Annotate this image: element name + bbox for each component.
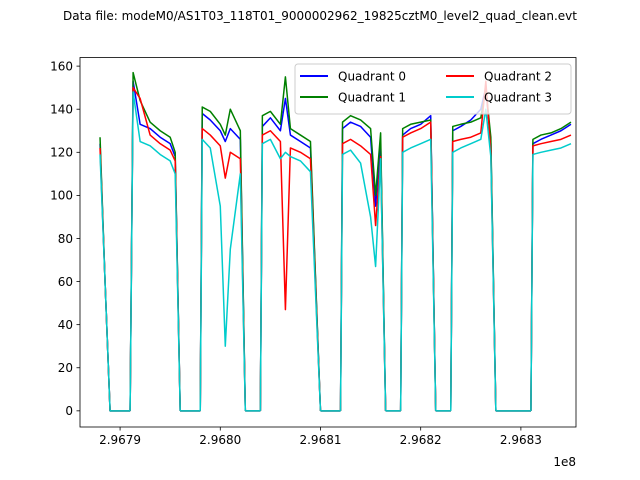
series-line-quadrant-2-seg-3: [199, 127, 247, 411]
y-tick-label: 120: [50, 146, 73, 160]
series-line-quadrant-3-seg-11: [450, 108, 497, 411]
legend-label: Quadrant 0: [338, 70, 406, 84]
series-line-quadrant-2-seg-5: [259, 130, 322, 411]
series-line-quadrant-1-seg-1: [129, 71, 181, 411]
y-tick-label: 60: [58, 275, 73, 289]
y-tick-label: 140: [50, 103, 73, 117]
x-tick-label: 2.9683: [500, 433, 542, 447]
series-line-quadrant-3-seg-9: [399, 138, 437, 411]
series-line-quadrant-1-seg-5: [259, 76, 322, 411]
series-line-quadrant-2-seg-11: [450, 80, 497, 411]
series-line-quadrant-0-seg-5: [259, 97, 322, 411]
series-line-quadrant-2-seg-13: [530, 134, 572, 411]
legend-label: Quadrant 2: [484, 70, 552, 84]
chart-title: Data file: modeM0/AS1T03_118T01_90000029…: [63, 9, 577, 23]
y-tick-label: 40: [58, 318, 73, 332]
axes-frame: [79, 57, 577, 428]
x-tick-label: 2.9680: [199, 433, 241, 447]
y-tick-label: 100: [50, 189, 73, 203]
x-offset-label: 1e8: [553, 455, 576, 469]
series-line-quadrant-1-seg-3: [199, 106, 247, 411]
series-line-quadrant-3-seg-0: [99, 154, 131, 412]
x-tick-label: 2.9682: [400, 433, 442, 447]
series-line-quadrant-3-seg-3: [199, 138, 247, 411]
series-line-quadrant-3-seg-1: [129, 91, 181, 411]
series-line-quadrant-0-seg-3: [199, 112, 247, 411]
y-tick-label: 20: [58, 361, 73, 375]
x-tick-label: 2.9681: [299, 433, 341, 447]
series-layer: [99, 71, 572, 412]
legend-label: Quadrant 1: [338, 91, 406, 105]
series-line-quadrant-2-seg-1: [129, 86, 181, 411]
series-line-quadrant-3-seg-13: [530, 142, 572, 411]
legend-label: Quadrant 3: [484, 91, 552, 105]
x-axis: 2.9679 2.9680 2.9681 2.9682 2.9683: [99, 427, 542, 447]
series-line-quadrant-1-seg-7: [339, 114, 387, 411]
series-line-quadrant-3-seg-5: [259, 138, 322, 411]
series-line-quadrant-3-seg-7: [339, 149, 387, 411]
y-tick-label: 80: [58, 232, 73, 246]
series-line-quadrant-1-seg-13: [530, 121, 572, 411]
legend: Quadrant 0 Quadrant 1 Quadrant 2 Quadrant 3: [294, 63, 572, 115]
series-line-quadrant-1-seg-11: [450, 86, 497, 411]
series-line-quadrant-0-seg-7: [339, 121, 387, 411]
y-tick-label: 0: [65, 404, 73, 418]
y-axis: 0 20 40 60 80 100 120 140 160: [50, 59, 80, 418]
legend-box: [294, 63, 572, 115]
y-tick-label: 160: [50, 59, 73, 73]
x-tick-label: 2.9679: [99, 433, 141, 447]
series-line-quadrant-0-seg-1: [129, 80, 181, 411]
series-line-quadrant-0-seg-13: [530, 123, 572, 411]
